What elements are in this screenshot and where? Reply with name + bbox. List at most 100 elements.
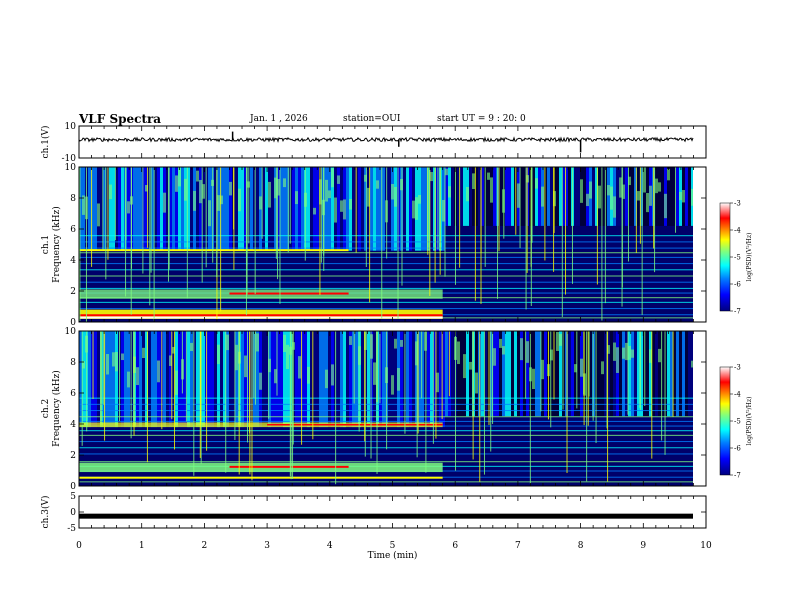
ch1-spectrogram-sferic bbox=[102, 167, 103, 250]
ch1-spectrogram-texture-column bbox=[376, 167, 379, 251]
ch1-spectrogram-narrowband-line bbox=[79, 269, 693, 270]
ch2-spectrogram-sferic bbox=[354, 331, 355, 404]
ch2-spectrogram-texture-column bbox=[553, 331, 556, 416]
ch1-spectrogram-narrowband-line bbox=[79, 308, 693, 309]
ch2-spectrogram-texture-column bbox=[346, 331, 349, 427]
ch1-spectrogram-sferic bbox=[248, 167, 249, 243]
ch2-spectrogram-sferic bbox=[530, 331, 531, 484]
ch1-spectrogram-texture-patch bbox=[541, 187, 544, 207]
ch1-spectrogram-sferic bbox=[429, 167, 430, 296]
ch2-spectrogram-texture-patch bbox=[502, 346, 505, 354]
ch2-spectrogram-texture-column bbox=[622, 331, 625, 416]
ch2-spectrogram-texture-column bbox=[262, 331, 265, 427]
ch2-spectrogram-texture-patch bbox=[142, 348, 145, 358]
ch2-spectrogram-texture-patch bbox=[580, 359, 583, 377]
ch2-spectrogram-sferic bbox=[593, 331, 594, 421]
ch2-spectrogram-sferic bbox=[255, 331, 256, 405]
ch2-spectrogram-texture-patch bbox=[106, 354, 109, 374]
ch2-spectrogram-texture-column bbox=[412, 331, 415, 427]
ch1-spectrogram-sferic bbox=[149, 167, 150, 305]
ch1-spectrogram-texture-column bbox=[547, 167, 550, 226]
ch1-spectrogram-texture-patch bbox=[655, 179, 658, 194]
ch2-spectrogram-colorbar-tick-label: -3 bbox=[734, 364, 741, 372]
ch1-spectrogram-sferic bbox=[125, 167, 126, 240]
ch2-spectrogram-texture-patch bbox=[373, 362, 376, 384]
ch2-spectrogram-texture-column bbox=[97, 331, 100, 427]
ch1-spectrogram-texture-column bbox=[538, 167, 541, 226]
ch1-spectrogram-texture-patch bbox=[217, 195, 220, 211]
ch1-spectrogram-texture-patch bbox=[649, 186, 652, 206]
ch1-spectrogram-sferic bbox=[527, 167, 528, 273]
ch2-spectrogram-texture-patch bbox=[112, 352, 115, 366]
ch1-spectrogram-texture-column bbox=[226, 167, 229, 251]
ch3-waveform-trace bbox=[79, 514, 693, 519]
ch1-spectrogram-colorbar-tick-label: -3 bbox=[734, 200, 741, 208]
ch1-spectrogram-sferic bbox=[636, 167, 637, 253]
ch2-spectrogram-texture-column bbox=[571, 331, 574, 416]
ch2-spectrogram-narrowband-line bbox=[79, 430, 693, 431]
ch2-spectrogram-sferic bbox=[627, 331, 628, 415]
ch1-spectrogram-sferic bbox=[169, 167, 170, 269]
ch1-spectrogram-narrowband-line bbox=[79, 252, 693, 253]
ch2-spectrogram-sferic bbox=[253, 331, 254, 398]
ch1-spectrogram-sferic bbox=[305, 167, 306, 261]
ch2-spectrogram-texture-column bbox=[178, 331, 181, 427]
ch2-spectrogram-texture-patch bbox=[175, 371, 178, 395]
ch1-spectrogram-texture-patch bbox=[184, 179, 187, 201]
ch1-spectrogram-texture-column bbox=[535, 167, 538, 226]
ch1-spectrogram-texture-patch bbox=[637, 191, 640, 200]
ch1-spectrogram-narrowband-line bbox=[79, 257, 693, 258]
ch1-spectrogram-sferic bbox=[640, 167, 641, 244]
ch1-spectrogram-sferic bbox=[151, 167, 152, 273]
ch2-spectrogram-texture-column bbox=[568, 331, 571, 416]
ch2-spectrogram-sferic bbox=[147, 331, 148, 462]
ch1-spectrogram-sferic bbox=[386, 167, 387, 259]
xtick-label: 9 bbox=[640, 541, 646, 551]
ch1-spectrogram-texture-column bbox=[556, 167, 559, 226]
ch2-spectrogram-texture-patch bbox=[436, 373, 439, 393]
ch1-spectrogram-texture-patch bbox=[268, 182, 271, 208]
ch2-spectrogram-sferic bbox=[182, 331, 183, 393]
ch1-spectrogram-texture-patch bbox=[418, 195, 421, 204]
ch1-spectrogram-texture-patch bbox=[607, 185, 610, 195]
ch2-spectrogram-texture-column bbox=[115, 331, 118, 427]
ch2-spectrogram-texture-patch bbox=[325, 370, 328, 389]
ch2-spectrogram-sferic bbox=[171, 331, 172, 419]
ch1-spectrogram-texture-patch bbox=[535, 178, 538, 188]
ch1-spectrogram-texture-patch bbox=[127, 201, 130, 213]
ch2-spectrogram-texture-column bbox=[679, 331, 682, 416]
ch1-spectrogram-texture-patch bbox=[472, 173, 475, 189]
ch2-spectrogram-texture-patch bbox=[349, 336, 352, 345]
ch2-spectrogram-texture-column bbox=[166, 331, 169, 427]
ch2-spectrogram-sferic bbox=[588, 331, 589, 426]
ch1-spectrogram-sferic bbox=[572, 167, 573, 284]
ch1-spectrogram-texture-patch bbox=[391, 184, 394, 199]
ch1-spectrogram-sferic bbox=[105, 167, 106, 279]
ch1-spectrogram-texture-column bbox=[295, 167, 298, 251]
ch1-spectrogram-texture-patch bbox=[208, 200, 211, 226]
ch1-spectrogram-colorbar-tick-label: -7 bbox=[734, 308, 741, 316]
ch1-spectrogram-texture-column bbox=[316, 167, 319, 251]
ch2-spectrogram-sferic bbox=[473, 331, 474, 459]
ch1-spectrogram-texture-patch bbox=[238, 189, 241, 212]
ch1-spectrogram-sferic bbox=[288, 167, 289, 252]
ch1-spectrogram-texture-patch bbox=[580, 179, 583, 203]
ch1-spectrogram-texture-column bbox=[265, 167, 268, 251]
ch1-spectrogram-texture-column bbox=[688, 167, 691, 226]
ch1-spectrogram-sferic bbox=[216, 167, 217, 277]
ch2-spectrogram-sferic bbox=[540, 331, 541, 411]
ch2-spectrogram-texture-column bbox=[124, 331, 127, 427]
ch2-spectrogram-narrowband-line bbox=[79, 447, 693, 448]
ch1-spectrogram-texture-column bbox=[616, 167, 619, 226]
ch1-spectrogram-texture-patch bbox=[517, 183, 520, 207]
ch2-spectrogram-narrowband-line bbox=[79, 453, 693, 454]
ch2-spectrogram-texture-column bbox=[535, 331, 538, 416]
ch1-spectrogram-texture-patch bbox=[340, 200, 343, 211]
xtick-label: 3 bbox=[264, 541, 270, 551]
ch1-spectrogram-texture-column bbox=[403, 167, 406, 251]
ch2-spectrogram-texture-patch bbox=[121, 354, 124, 361]
ch2-spectrogram-texture-column bbox=[430, 331, 433, 427]
ch3-waveform-ylabel: ch.3(V) bbox=[40, 496, 51, 529]
ch2-spectrogram-sferic bbox=[252, 331, 253, 399]
ch1-spectrogram-texture-column bbox=[307, 167, 310, 251]
